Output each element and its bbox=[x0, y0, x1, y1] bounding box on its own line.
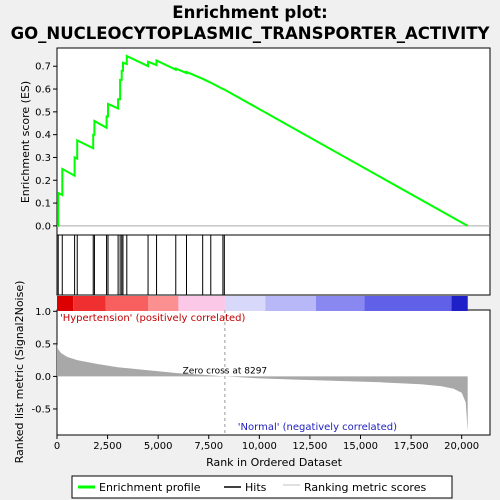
x-tick-label: 15,000 bbox=[343, 441, 378, 452]
es-y-tick-label: 0.6 bbox=[35, 85, 51, 96]
legend-enrichment-label: Enrichment profile bbox=[99, 481, 201, 494]
x-tick-label: 5,000 bbox=[144, 441, 173, 452]
x-tick-label: 20,000 bbox=[444, 441, 479, 452]
es-y-axis-label: Enrichment score (ES) bbox=[19, 81, 32, 203]
es-y-tick-label: 0.3 bbox=[35, 153, 51, 164]
heatmap-segment bbox=[265, 296, 316, 311]
legend-metric-label: Ranking metric scores bbox=[304, 481, 426, 494]
x-tick-label: 12,500 bbox=[292, 441, 327, 452]
chart-title-line2: GO_NUCLEOCYTOPLASMIC_TRANSPORTER_ACTIVIT… bbox=[11, 24, 491, 43]
x-axis: 0 2,500 5,000 7,500 10,000 12,500 15,000 17,500… bbox=[54, 435, 479, 452]
heatmap-segment bbox=[73, 296, 106, 311]
metric-y-axis-label: Ranked list metric (Signal2Noise) bbox=[13, 281, 26, 464]
x-axis-label: Rank in Ordered Dataset bbox=[206, 456, 343, 469]
metric-y-tick-label: 1.0 bbox=[35, 307, 51, 318]
metric-y-axis: -0.5 0.0 0.5 1.0 bbox=[31, 307, 57, 415]
x-tick-label: 10,000 bbox=[242, 441, 277, 452]
heatmap-segment bbox=[315, 296, 365, 311]
heatmap-segment bbox=[364, 296, 452, 311]
negative-correlation-label: 'Normal' (negatively correlated) bbox=[238, 422, 397, 433]
metric-y-tick-label: 0.0 bbox=[35, 372, 51, 383]
metric-y-tick-label: 0.5 bbox=[35, 339, 51, 350]
metric-y-tick-label: -0.5 bbox=[31, 404, 51, 415]
hits-panel bbox=[56, 234, 491, 296]
heatmap-segment bbox=[451, 296, 468, 311]
hit-marks bbox=[57, 235, 225, 295]
legend: Enrichment profile Hits Ranking metric s… bbox=[71, 475, 453, 499]
heatmap-segment bbox=[105, 296, 149, 311]
ranking-heatmap-bar bbox=[57, 296, 468, 311]
heatmap-segment bbox=[224, 296, 266, 311]
es-y-axis: 0.0 0.1 0.2 0.3 0.4 0.5 0.6 0.7 bbox=[35, 62, 57, 232]
zero-cross-label: Zero cross at 8297 bbox=[183, 366, 268, 376]
es-panel bbox=[56, 47, 491, 236]
x-tick-label: 17,500 bbox=[394, 441, 429, 452]
x-tick-label: 0 bbox=[54, 441, 60, 452]
es-y-tick-label: 0.0 bbox=[35, 221, 51, 232]
positive-correlation-label: 'Hypertension' (positively correlated) bbox=[60, 313, 246, 324]
heatmap-segment bbox=[148, 296, 179, 311]
es-y-tick-label: 0.2 bbox=[35, 176, 51, 187]
x-tick-label: 7,500 bbox=[194, 441, 223, 452]
heatmap-segment bbox=[57, 296, 74, 311]
es-y-tick-label: 0.1 bbox=[35, 199, 51, 210]
enrichment-profile-line bbox=[57, 54, 469, 227]
legend-hits-label: Hits bbox=[245, 481, 267, 494]
es-y-tick-label: 0.7 bbox=[35, 62, 51, 73]
es-y-tick-label: 0.5 bbox=[35, 107, 51, 118]
x-tick-label: 2,500 bbox=[93, 441, 122, 452]
es-y-tick-label: 0.4 bbox=[35, 130, 51, 141]
heatmap-segment bbox=[178, 296, 225, 311]
chart-title-line1: Enrichment plot: bbox=[172, 3, 327, 22]
